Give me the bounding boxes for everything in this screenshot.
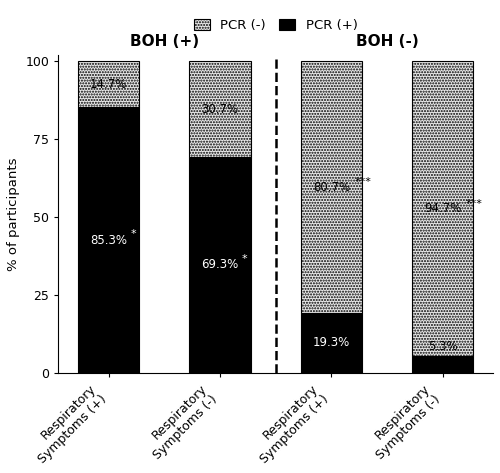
- Text: ***: ***: [354, 177, 372, 187]
- Text: *: *: [242, 254, 247, 264]
- Bar: [412, 357, 474, 373]
- Legend: PCR (-), PCR (+): PCR (-), PCR (+): [188, 14, 362, 37]
- Text: 80.7%: 80.7%: [313, 181, 350, 193]
- Bar: [301, 61, 362, 313]
- Text: BOH (-): BOH (-): [356, 34, 418, 49]
- Bar: [301, 313, 362, 373]
- Y-axis label: % of participants: % of participants: [7, 157, 20, 271]
- Text: 94.7%: 94.7%: [424, 202, 462, 215]
- Text: 69.3%: 69.3%: [202, 258, 238, 272]
- Text: 5.3%: 5.3%: [428, 341, 458, 353]
- Text: ***: ***: [466, 199, 483, 209]
- Bar: [78, 107, 140, 373]
- Bar: [190, 61, 250, 157]
- Bar: [78, 61, 140, 107]
- Text: 19.3%: 19.3%: [313, 336, 350, 350]
- Text: BOH (+): BOH (+): [130, 34, 199, 49]
- Text: 85.3%: 85.3%: [90, 234, 128, 246]
- Text: *: *: [130, 229, 136, 239]
- Bar: [412, 61, 474, 357]
- Bar: [190, 157, 250, 373]
- Text: 30.7%: 30.7%: [202, 103, 238, 115]
- Text: 14.7%: 14.7%: [90, 78, 128, 91]
